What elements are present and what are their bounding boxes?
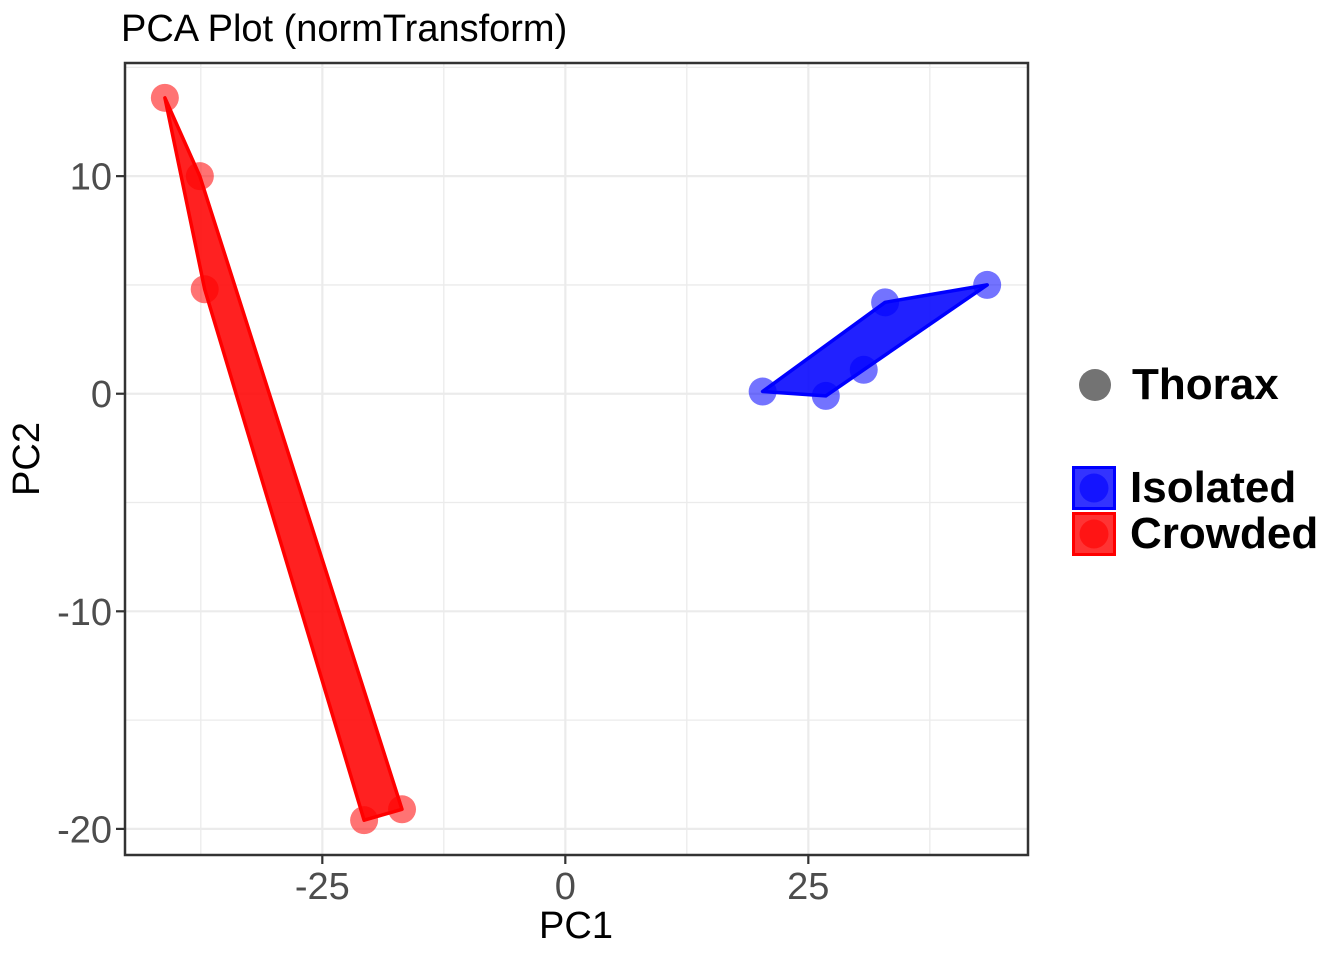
legend-key-crowded-dot-icon: [1079, 519, 1109, 549]
legend-key-isolated-dot-icon: [1079, 473, 1109, 503]
svg-text:-25: -25: [295, 866, 350, 908]
svg-text:0: 0: [555, 866, 576, 908]
legend-point-label: Thorax: [1132, 360, 1279, 409]
svg-text:0: 0: [91, 374, 112, 416]
legend-key-crowded: [1072, 512, 1116, 556]
legend-point-icon: [1079, 369, 1111, 401]
svg-text:-20: -20: [57, 809, 112, 851]
legend-key-isolated: [1072, 466, 1116, 510]
x-axis-title: PC1: [539, 905, 613, 947]
y-axis-title: PC2: [6, 422, 48, 496]
svg-text:25: 25: [787, 866, 829, 908]
legend-label-crowded: Crowded: [1130, 509, 1319, 558]
legend-label-isolated: Isolated: [1130, 463, 1297, 512]
svg-text:-10: -10: [57, 592, 112, 634]
svg-text:10: 10: [70, 157, 112, 199]
plot-title: PCA Plot (normTransform): [121, 8, 568, 50]
